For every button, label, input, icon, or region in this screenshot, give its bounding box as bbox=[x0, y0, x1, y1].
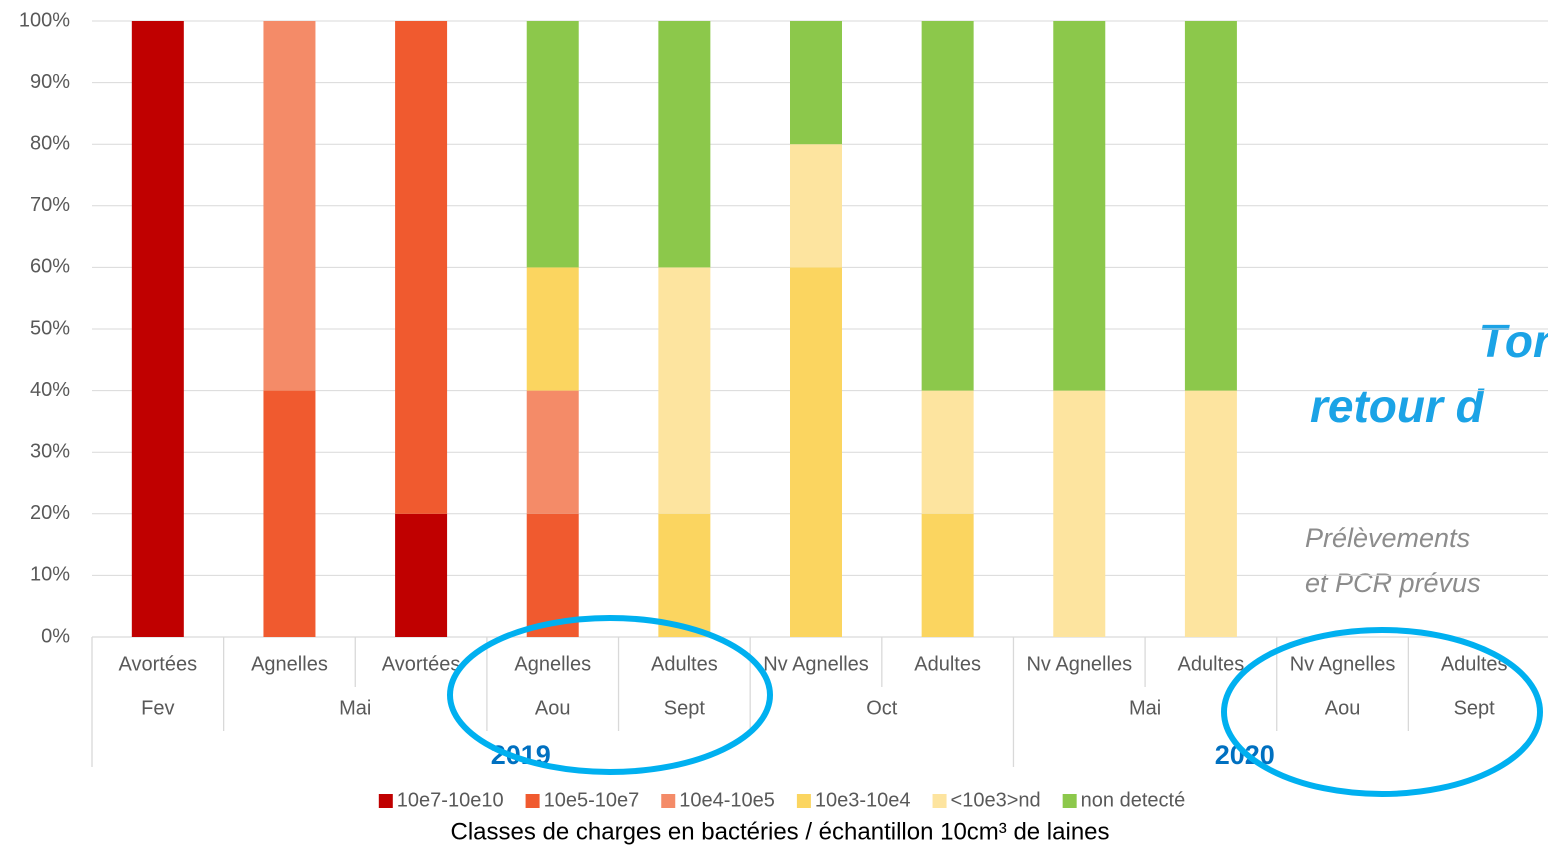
legend-swatch bbox=[1062, 794, 1077, 808]
y-tick-label: 60% bbox=[30, 256, 70, 278]
legend-item: 10e7-10e10 bbox=[378, 789, 504, 811]
y-tick-label: 100% bbox=[19, 9, 70, 31]
legend-label: non detecté bbox=[1081, 789, 1186, 811]
x-tick-label: Adultes bbox=[914, 653, 981, 675]
group-label: Aou bbox=[1325, 697, 1361, 719]
highlight-ellipse bbox=[447, 615, 773, 775]
bar-segment bbox=[658, 21, 711, 268]
y-tick-label: 80% bbox=[30, 132, 70, 154]
bar-segment bbox=[1184, 21, 1237, 391]
y-tick-label: 90% bbox=[30, 71, 70, 93]
x-tick-label: Nv Agnelles bbox=[1026, 653, 1132, 675]
y-tick-label: 70% bbox=[30, 194, 70, 216]
group-label: Mai bbox=[339, 697, 371, 719]
bar-segment bbox=[263, 21, 316, 391]
bar-segment bbox=[131, 21, 184, 637]
legend-label: 10e4-10e5 bbox=[679, 789, 775, 811]
legend-item: <10e3>nd bbox=[932, 789, 1041, 811]
y-tick-label: 0% bbox=[41, 625, 70, 647]
bar-segment bbox=[1053, 21, 1106, 391]
bar-segment bbox=[1184, 390, 1237, 637]
group-label: Aou bbox=[535, 697, 571, 719]
marks: 0% 10% 20% 30% 40% 50% 60% 70% 80% 90% 100% Avortée… bbox=[19, 9, 1548, 811]
legend-swatch bbox=[796, 794, 811, 808]
bar-segment bbox=[526, 21, 579, 268]
bar-segment bbox=[790, 267, 842, 637]
bar-segment bbox=[921, 390, 974, 514]
x-tick-label: Nv Agnelles bbox=[763, 653, 869, 675]
group-label: Fev bbox=[141, 697, 174, 719]
x-tick-label: Adultes bbox=[1178, 653, 1245, 675]
highlight-ellipse bbox=[1221, 627, 1543, 797]
bar-segment bbox=[658, 513, 711, 637]
legend-label: <10e3>nd bbox=[951, 789, 1041, 811]
legend-item: 10e3-10e4 bbox=[796, 789, 911, 811]
bar-segment bbox=[395, 513, 448, 637]
bar-segment bbox=[658, 267, 711, 514]
x-tick-label: Nv Agnelles bbox=[1290, 653, 1396, 675]
y-tick-label: 10% bbox=[30, 564, 70, 586]
bar-segment bbox=[790, 21, 842, 145]
bar-segment bbox=[395, 21, 448, 514]
bar-segment bbox=[921, 21, 974, 391]
bar-segment bbox=[526, 267, 579, 391]
x-tick-label: Avortées bbox=[119, 653, 198, 675]
bar-segment bbox=[790, 144, 842, 268]
bar-segment bbox=[921, 513, 974, 637]
annotation: Prélèvements bbox=[1305, 523, 1470, 553]
y-tick-label: 30% bbox=[30, 440, 70, 462]
x-tick-label: Agnelles bbox=[514, 653, 591, 675]
group-label: Sept bbox=[1454, 697, 1496, 719]
x-axis-title: Classes de charges en bactéries / échant… bbox=[450, 818, 1109, 845]
legend-swatch bbox=[378, 794, 393, 808]
legend-swatch bbox=[525, 794, 540, 808]
legend-label: 10e5-10e7 bbox=[544, 789, 640, 811]
legend-swatch bbox=[932, 794, 947, 808]
legend-item: 10e5-10e7 bbox=[525, 789, 640, 811]
x-tick-label: Agnelles bbox=[251, 653, 328, 675]
group-label: Mai bbox=[1129, 697, 1161, 719]
bar-segment bbox=[526, 390, 579, 514]
bar-segment bbox=[263, 390, 316, 637]
legend-item: non detecté bbox=[1062, 789, 1186, 811]
annotation: et PCR prévus bbox=[1305, 568, 1481, 598]
group-label: Oct bbox=[866, 697, 898, 719]
x-tick-label: Adultes bbox=[651, 653, 718, 675]
y-tick-label: 40% bbox=[30, 379, 70, 401]
legend-label: 10e7-10e10 bbox=[397, 789, 504, 811]
annotation: Tonte bbox=[1479, 315, 1548, 367]
legend-label: 10e3-10e4 bbox=[815, 789, 911, 811]
legend-swatch bbox=[661, 794, 676, 808]
y-tick-label: 20% bbox=[30, 502, 70, 524]
y-tick-label: 50% bbox=[30, 317, 70, 339]
x-tick-label: Adultes bbox=[1441, 653, 1508, 675]
legend-item: 10e4-10e5 bbox=[661, 789, 775, 811]
annotation: retour d bbox=[1310, 380, 1485, 432]
bar-segment bbox=[526, 513, 579, 637]
x-tick-label: Avortées bbox=[382, 653, 461, 675]
bar-segment bbox=[1053, 390, 1106, 637]
group-label: Sept bbox=[664, 697, 706, 719]
